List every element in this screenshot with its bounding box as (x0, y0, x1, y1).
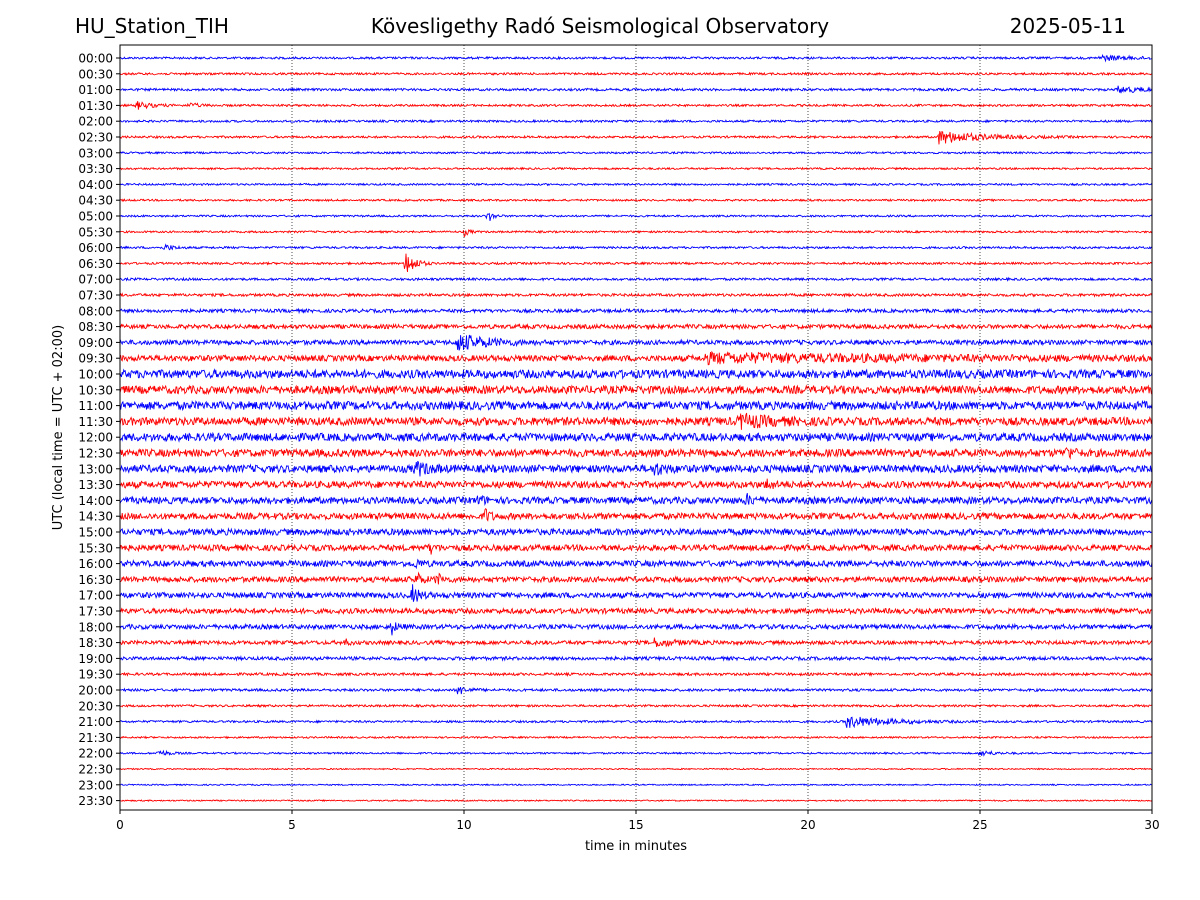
seismic-trace (119, 716, 1153, 729)
x-tick-label: 30 (1144, 818, 1159, 832)
y-tick-label: 21:00 (78, 715, 113, 729)
y-tick-label: 13:00 (78, 462, 113, 476)
y-tick-label: 11:30 (78, 415, 113, 429)
seismic-trace (119, 735, 1153, 740)
y-tick-label: 21:30 (78, 731, 113, 745)
y-tick-label: 16:00 (78, 557, 113, 571)
y-tick-label: 17:00 (78, 589, 113, 603)
y-tick-label: 06:30 (78, 257, 113, 271)
y-tick-label: 13:30 (78, 478, 113, 492)
y-tick-label: 22:30 (78, 763, 113, 777)
y-tick-label: 01:30 (78, 99, 113, 113)
y-tick-label: 20:00 (78, 684, 113, 698)
y-tick-label: 07:00 (78, 273, 113, 287)
y-tick-label: 06:00 (78, 241, 113, 255)
y-tick-label: 10:00 (78, 368, 113, 382)
y-tick-label: 08:00 (78, 304, 113, 318)
seismic-trace (119, 198, 1153, 203)
y-tick-label: 02:00 (78, 115, 113, 129)
y-tick-label: 16:30 (78, 573, 113, 587)
x-tick-label: 20 (800, 818, 815, 832)
y-tick-label: 19:00 (78, 652, 113, 666)
x-tick-layer: 0 5 10 15 20 25 30 (116, 810, 1160, 832)
y-tick-label: 12:00 (78, 431, 113, 445)
y-tick-label: 17:30 (78, 605, 113, 619)
y-tick-label: 03:30 (78, 162, 113, 176)
y-tick-label: 00:30 (78, 67, 113, 81)
y-tick-label: 22:00 (78, 747, 113, 761)
y-tick-label: 14:30 (78, 510, 113, 524)
seismic-trace (119, 368, 1153, 380)
y-tick-label: 04:00 (78, 178, 113, 192)
y-tick-label: 23:30 (78, 794, 113, 808)
x-tick-label: 0 (116, 818, 124, 832)
seismic-trace (119, 253, 1153, 273)
trace-layer (119, 53, 1153, 803)
y-tick-label: 08:30 (78, 320, 113, 334)
y-tick-label: 11:00 (78, 399, 113, 413)
y-tick-label: 05:30 (78, 225, 113, 239)
y-tick-label: 03:00 (78, 146, 113, 160)
y-axis-label: UTC (local time = UTC + 02:00) (51, 325, 66, 530)
seismic-trace (119, 606, 1153, 616)
x-tick-label: 5 (288, 818, 296, 832)
seismic-trace (119, 637, 1153, 648)
seismic-trace (119, 85, 1153, 94)
y-tick-label: 09:30 (78, 352, 113, 366)
seismic-trace (119, 228, 1153, 238)
y-tick-label: 04:30 (78, 194, 113, 208)
y-tick-label: 15:00 (78, 526, 113, 540)
seismic-trace (119, 447, 1153, 460)
y-tick-label: 18:30 (78, 636, 113, 650)
x-tick-label: 25 (972, 818, 987, 832)
seismic-trace (119, 558, 1153, 570)
y-tick-label: 02:30 (78, 131, 113, 145)
seismic-trace (119, 431, 1153, 443)
seismic-trace (119, 460, 1153, 477)
y-tick-label: 07:30 (78, 289, 113, 303)
seismic-trace (119, 412, 1153, 430)
seismic-trace (119, 671, 1153, 678)
x-tick-label: 10 (456, 818, 471, 832)
y-tick-label: 19:30 (78, 668, 113, 682)
seismic-trace (119, 322, 1153, 331)
grid-layer (291, 45, 981, 810)
y-tick-label: 05:00 (78, 210, 113, 224)
y-tick-label: 23:00 (78, 778, 113, 792)
y-tick-label: 00:00 (78, 52, 113, 66)
seismic-trace (119, 71, 1153, 77)
y-tick-label: 18:00 (78, 620, 113, 634)
seismic-trace (119, 783, 1152, 787)
seismic-trace (119, 384, 1153, 396)
y-tick-label: 20:30 (78, 699, 113, 713)
seismic-trace (119, 350, 1153, 366)
y-tick-label: 12:30 (78, 447, 113, 461)
y-tick-label: 10:30 (78, 383, 113, 397)
seismic-trace (119, 243, 1153, 251)
chart-title: Kövesligethy Radó Seismological Observat… (370, 14, 830, 38)
station-name: HU_Station_TIH (75, 14, 229, 38)
seismic-trace (119, 307, 1152, 315)
seismic-trace (119, 622, 1153, 636)
seismic-trace (119, 584, 1153, 602)
x-tick-label: 15 (628, 818, 643, 832)
seismic-trace (119, 130, 1153, 145)
y-tick-label: 01:00 (78, 83, 113, 97)
y-tick-label: 09:00 (78, 336, 113, 350)
seismic-trace (120, 799, 1153, 803)
chart-date: 2025-05-11 (1009, 14, 1126, 38)
y-tick-label: 15:30 (78, 541, 113, 555)
y-tick-label: 14:00 (78, 494, 113, 508)
x-axis-label: time in minutes (585, 839, 687, 854)
